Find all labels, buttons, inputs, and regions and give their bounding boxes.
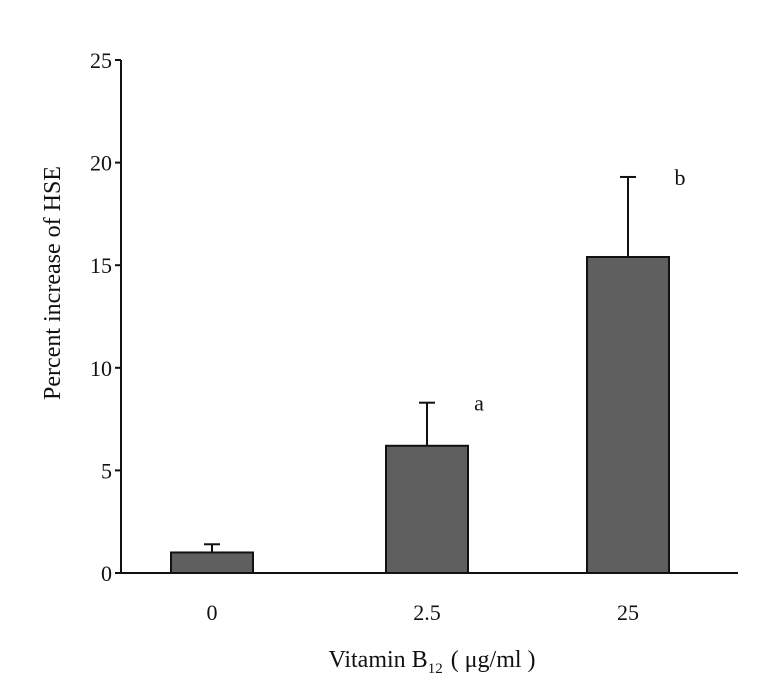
y-axis: 0 5 10 15 20 25 [90, 48, 122, 586]
y-tick-label: 20 [90, 151, 112, 176]
y-tick-label: 10 [90, 356, 112, 381]
bars [170, 255, 670, 574]
x-tick-label: 0 [207, 600, 218, 625]
error-bars [204, 175, 636, 553]
y-axis-title: Percent increase of HSE [40, 166, 66, 400]
y-tick-label: 5 [101, 458, 112, 483]
x-axis-title-main: Vitamin B [328, 647, 427, 673]
x-axis-title-subscript: 12 [428, 661, 443, 677]
y-tick-label: 15 [90, 253, 112, 278]
x-axis: 0 2.5 25 [121, 572, 738, 625]
annotation-a: a [474, 391, 484, 416]
y-tick-label: 0 [101, 561, 112, 586]
x-tick-label: 2.5 [413, 600, 441, 625]
x-tick-label: 25 [617, 600, 639, 625]
bar-0 [170, 551, 254, 574]
x-axis-title-units: ( μg/ml ) [451, 647, 536, 673]
y-tick-label: 25 [90, 48, 112, 73]
bar-1 [385, 444, 469, 574]
significance-annotations: ab [474, 165, 685, 416]
x-axis-title: Vitamin B12 ( μg/ml ) [328, 647, 535, 677]
annotation-b: b [675, 165, 686, 190]
bar-2 [586, 255, 670, 574]
